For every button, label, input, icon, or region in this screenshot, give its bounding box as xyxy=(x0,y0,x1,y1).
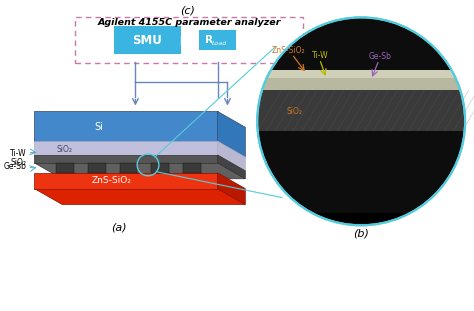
Bar xyxy=(257,90,465,131)
Polygon shape xyxy=(35,141,218,155)
FancyBboxPatch shape xyxy=(75,17,303,63)
Text: Ti-W: Ti-W xyxy=(311,50,328,59)
Polygon shape xyxy=(56,173,79,176)
Text: R: R xyxy=(205,35,213,45)
Polygon shape xyxy=(218,141,246,171)
Text: ZnS-SiO₂: ZnS-SiO₂ xyxy=(272,46,306,54)
Bar xyxy=(257,16,465,70)
Text: ZnS-SiO₂: ZnS-SiO₂ xyxy=(91,176,131,185)
Text: Si: Si xyxy=(94,122,103,132)
Bar xyxy=(262,22,460,220)
Text: Ge-Sb: Ge-Sb xyxy=(369,52,392,61)
Text: SiO₂: SiO₂ xyxy=(10,158,27,167)
Text: Ge-Sb: Ge-Sb xyxy=(4,162,27,171)
Polygon shape xyxy=(88,173,110,176)
Polygon shape xyxy=(35,173,218,189)
Text: Agilent 4155C parameter analyzer: Agilent 4155C parameter analyzer xyxy=(97,18,281,27)
Bar xyxy=(114,26,181,54)
Polygon shape xyxy=(151,173,174,176)
Polygon shape xyxy=(35,155,218,163)
Text: (a): (a) xyxy=(111,222,127,232)
Polygon shape xyxy=(218,173,246,205)
Polygon shape xyxy=(183,163,201,173)
Bar xyxy=(257,17,465,225)
Text: (b): (b) xyxy=(353,228,369,238)
Text: (c): (c) xyxy=(181,6,195,16)
Polygon shape xyxy=(35,141,246,157)
Text: SiO₂: SiO₂ xyxy=(287,107,303,116)
Polygon shape xyxy=(56,163,74,173)
Text: SiO₂: SiO₂ xyxy=(56,145,72,154)
Polygon shape xyxy=(35,189,246,205)
Polygon shape xyxy=(183,173,206,176)
Polygon shape xyxy=(35,163,246,179)
Text: Load: Load xyxy=(212,41,227,46)
Polygon shape xyxy=(218,155,246,179)
Polygon shape xyxy=(35,155,246,171)
Bar xyxy=(257,72,465,90)
Bar xyxy=(257,213,465,223)
Polygon shape xyxy=(151,163,169,173)
Bar xyxy=(257,70,465,78)
Polygon shape xyxy=(119,163,137,173)
Text: Ti-W: Ti-W xyxy=(10,149,27,158)
Text: SMU: SMU xyxy=(132,34,162,47)
Bar xyxy=(199,30,237,50)
Polygon shape xyxy=(218,111,246,157)
Polygon shape xyxy=(119,173,142,176)
Polygon shape xyxy=(88,163,106,173)
Polygon shape xyxy=(35,111,218,141)
